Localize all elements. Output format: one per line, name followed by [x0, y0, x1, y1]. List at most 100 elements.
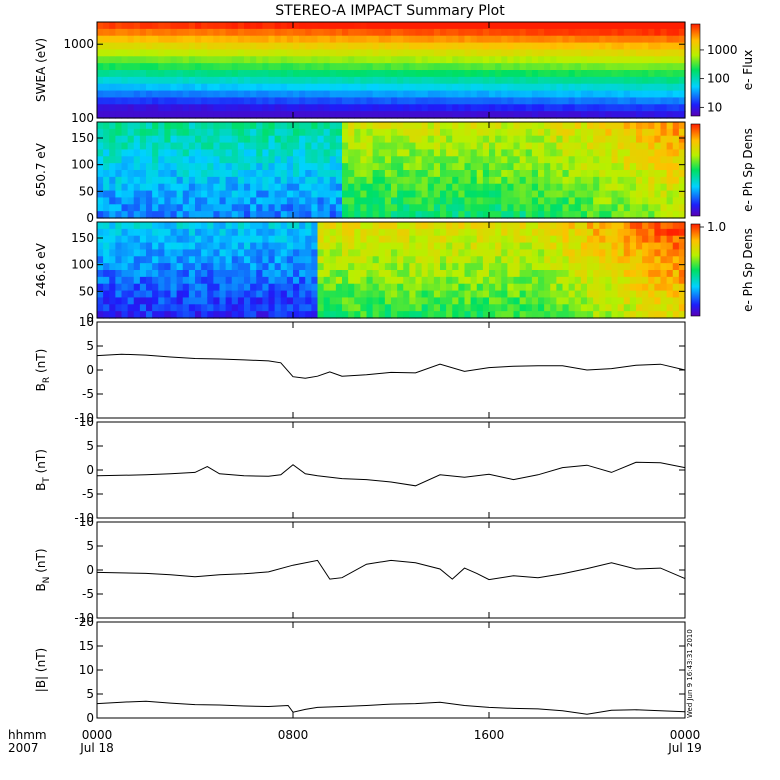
- heatmap-cell: [513, 270, 521, 278]
- heatmap-cell: [427, 135, 435, 144]
- heatmap-cell: [195, 242, 202, 251]
- heatmap-cell: [372, 163, 380, 171]
- heatmap-cell: [544, 270, 551, 278]
- heatmap-cell: [329, 76, 337, 85]
- heatmap-cell: [666, 270, 674, 278]
- heatmap-cell: [525, 128, 533, 137]
- heatmap-cell: [335, 28, 343, 37]
- heatmap-cell: [440, 263, 447, 271]
- heatmap-cell: [286, 83, 294, 92]
- heatmap-cell: [629, 104, 637, 112]
- heatmap-cell: [207, 83, 214, 92]
- heatmap-cell: [274, 42, 282, 51]
- heatmap-cell: [507, 163, 515, 171]
- heatmap-cell: [409, 190, 417, 199]
- heatmap-cell: [391, 135, 398, 144]
- heatmap-cell: [391, 83, 398, 92]
- heatmap-cell: [293, 83, 300, 92]
- heatmap-cell: [476, 197, 484, 205]
- heatmap-cell: [464, 311, 472, 319]
- heatmap-cell: [519, 49, 527, 57]
- heatmap-cell: [587, 90, 594, 99]
- heatmap-cell: [109, 311, 116, 319]
- heatmap-cell: [470, 304, 478, 312]
- heatmap-cell: [139, 256, 147, 264]
- heatmap-cell: [593, 276, 600, 285]
- heatmap-cell: [587, 283, 594, 292]
- heatmap-cell: [256, 290, 263, 299]
- heatmap-cell: [666, 111, 674, 119]
- heatmap-cell: [599, 70, 606, 78]
- heatmap-cell: [599, 122, 606, 130]
- heatmap-cell: [158, 49, 165, 57]
- heatmap-cell: [672, 35, 680, 44]
- heatmap-cell: [121, 176, 129, 185]
- heatmap-cell: [501, 22, 508, 30]
- heatmap-cell: [489, 222, 496, 230]
- heatmap-cell: [397, 235, 404, 244]
- heatmap-cell: [293, 97, 300, 105]
- heatmap-cell: [617, 170, 625, 178]
- heatmap-cell: [458, 97, 466, 105]
- heatmap-cell: [391, 149, 398, 157]
- heatmap-cell: [452, 276, 459, 285]
- heatmap-cell: [219, 197, 227, 205]
- heatmap-cell: [219, 190, 227, 199]
- heatmap-cell: [244, 104, 251, 112]
- heatmap-cell: [544, 142, 551, 151]
- heatmap-cell: [237, 304, 245, 312]
- heatmap-cell: [268, 211, 276, 219]
- heatmap-cell: [464, 63, 472, 71]
- heatmap-cell: [525, 156, 533, 164]
- heatmap-cell: [550, 149, 557, 157]
- heatmap-cell: [593, 63, 600, 71]
- heatmap-cell: [672, 56, 680, 64]
- heatmap-cell: [629, 83, 637, 92]
- heatmap-cell: [268, 83, 276, 92]
- heatmap-cell: [121, 128, 129, 137]
- heatmap-cell: [446, 270, 453, 278]
- heatmap-cell: [562, 22, 570, 30]
- heatmap-cell: [201, 97, 208, 105]
- heatmap-cell: [489, 163, 496, 171]
- heatmap-cell: [335, 128, 343, 137]
- heatmap-cell: [280, 190, 288, 199]
- heatmap-cell: [495, 249, 502, 257]
- heatmap-cell: [268, 42, 276, 51]
- heatmap-cell: [433, 142, 441, 151]
- heatmap-cell: [164, 128, 172, 137]
- heatmap-cell: [495, 142, 502, 151]
- heatmap-cell: [544, 83, 551, 92]
- heatmap-cell: [568, 190, 576, 199]
- heatmap-cell: [623, 70, 631, 78]
- heatmap-cell: [642, 170, 649, 178]
- heatmap-cell: [623, 263, 631, 271]
- heatmap-cell: [501, 56, 508, 64]
- heatmap-cell: [139, 197, 147, 205]
- heatmap-cell: [335, 90, 343, 99]
- heatmap-cell: [268, 122, 276, 130]
- heatmap-cell: [605, 83, 613, 92]
- heatmap-cell: [164, 270, 172, 278]
- heatmap-cell: [403, 70, 410, 78]
- heatmap-cell: [538, 242, 545, 251]
- heatmap-cell: [237, 270, 245, 278]
- heatmap-cell: [678, 228, 686, 237]
- heatmap-cell: [311, 63, 319, 71]
- heatmap-cell: [262, 235, 270, 244]
- heatmap-cell: [146, 183, 153, 192]
- heatmap-cell: [433, 156, 441, 164]
- heatmap-cell: [501, 197, 508, 205]
- heatmap-cell: [556, 56, 564, 64]
- heatmap-cell: [415, 122, 423, 130]
- heatmap-cell: [599, 49, 606, 57]
- heatmap-cell: [152, 142, 159, 151]
- heatmap-cell: [323, 170, 331, 178]
- heatmap-cell: [440, 211, 447, 219]
- heatmap-cell: [519, 104, 527, 112]
- heatmap-cell: [427, 149, 435, 157]
- colorbar-tick-label: 100: [707, 72, 730, 86]
- heatmap-cell: [201, 83, 208, 92]
- heatmap-cell: [256, 90, 263, 99]
- heatmap-cell: [250, 156, 257, 164]
